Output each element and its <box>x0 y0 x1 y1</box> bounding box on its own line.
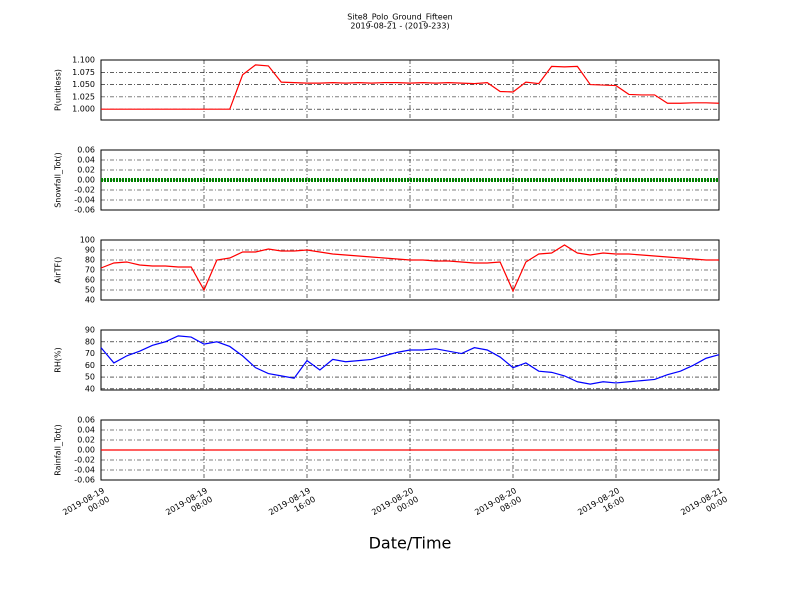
y-tick-label: 60 <box>85 361 95 370</box>
y-tick-label: 0.02 <box>77 166 95 175</box>
y-tick-label: 70 <box>85 349 95 358</box>
y-tick-label: 80 <box>85 337 95 346</box>
y-tick-label: -0.06 <box>74 206 95 215</box>
y-tick-label: 60 <box>85 276 95 285</box>
y-axis-label: AirTF() <box>54 257 63 284</box>
y-tick-label: 90 <box>85 326 95 335</box>
y-tick-label: -0.04 <box>74 196 95 205</box>
y-tick-label: 90 <box>85 246 95 255</box>
y-tick-label: 1.075 <box>72 68 95 77</box>
y-tick-label: 0.04 <box>77 156 95 165</box>
data-line <box>100 335 720 385</box>
x-axis-label: Date/Time <box>369 534 452 553</box>
y-tick-label: -0.02 <box>74 186 95 195</box>
y-tick-label: 70 <box>85 266 95 275</box>
y-tick-label: 0.06 <box>77 146 95 155</box>
y-tick-label: -0.06 <box>74 476 95 485</box>
y-tick-label: 50 <box>85 286 95 295</box>
y-tick-label: 50 <box>85 373 95 382</box>
y-tick-label: 1.050 <box>72 80 95 89</box>
y-axis-label: RH(%) <box>54 347 63 372</box>
y-tick-label: 1.000 <box>72 105 95 114</box>
y-axis-label: Snowfall_Tot() <box>54 152 63 208</box>
chart-subtitle: 2019-08-21 - (2019-233) <box>350 22 449 31</box>
y-tick-label: 0.00 <box>77 446 95 455</box>
y-tick-label: 0.02 <box>77 436 95 445</box>
y-axis-label: Rainfall_Tot() <box>54 424 63 476</box>
data-line <box>101 64 720 110</box>
y-tick-label: 1.100 <box>72 56 95 65</box>
y-tick-label: 1.025 <box>72 92 95 101</box>
y-tick-label: 0.00 <box>77 176 95 185</box>
y-tick-label: 100 <box>80 236 95 245</box>
y-tick-label: 0.06 <box>77 416 95 425</box>
y-axis-label: P(unitless) <box>54 69 63 111</box>
data-line <box>100 244 719 293</box>
y-tick-label: 40 <box>85 296 95 305</box>
y-tick-label: 40 <box>85 384 95 393</box>
y-tick-label: 80 <box>85 256 95 265</box>
y-tick-label: 0.04 <box>77 426 95 435</box>
y-tick-label: -0.04 <box>74 466 95 475</box>
y-tick-label: -0.02 <box>74 456 95 465</box>
chart-title: Site8_Polo_Ground_Fifteen <box>347 13 452 22</box>
